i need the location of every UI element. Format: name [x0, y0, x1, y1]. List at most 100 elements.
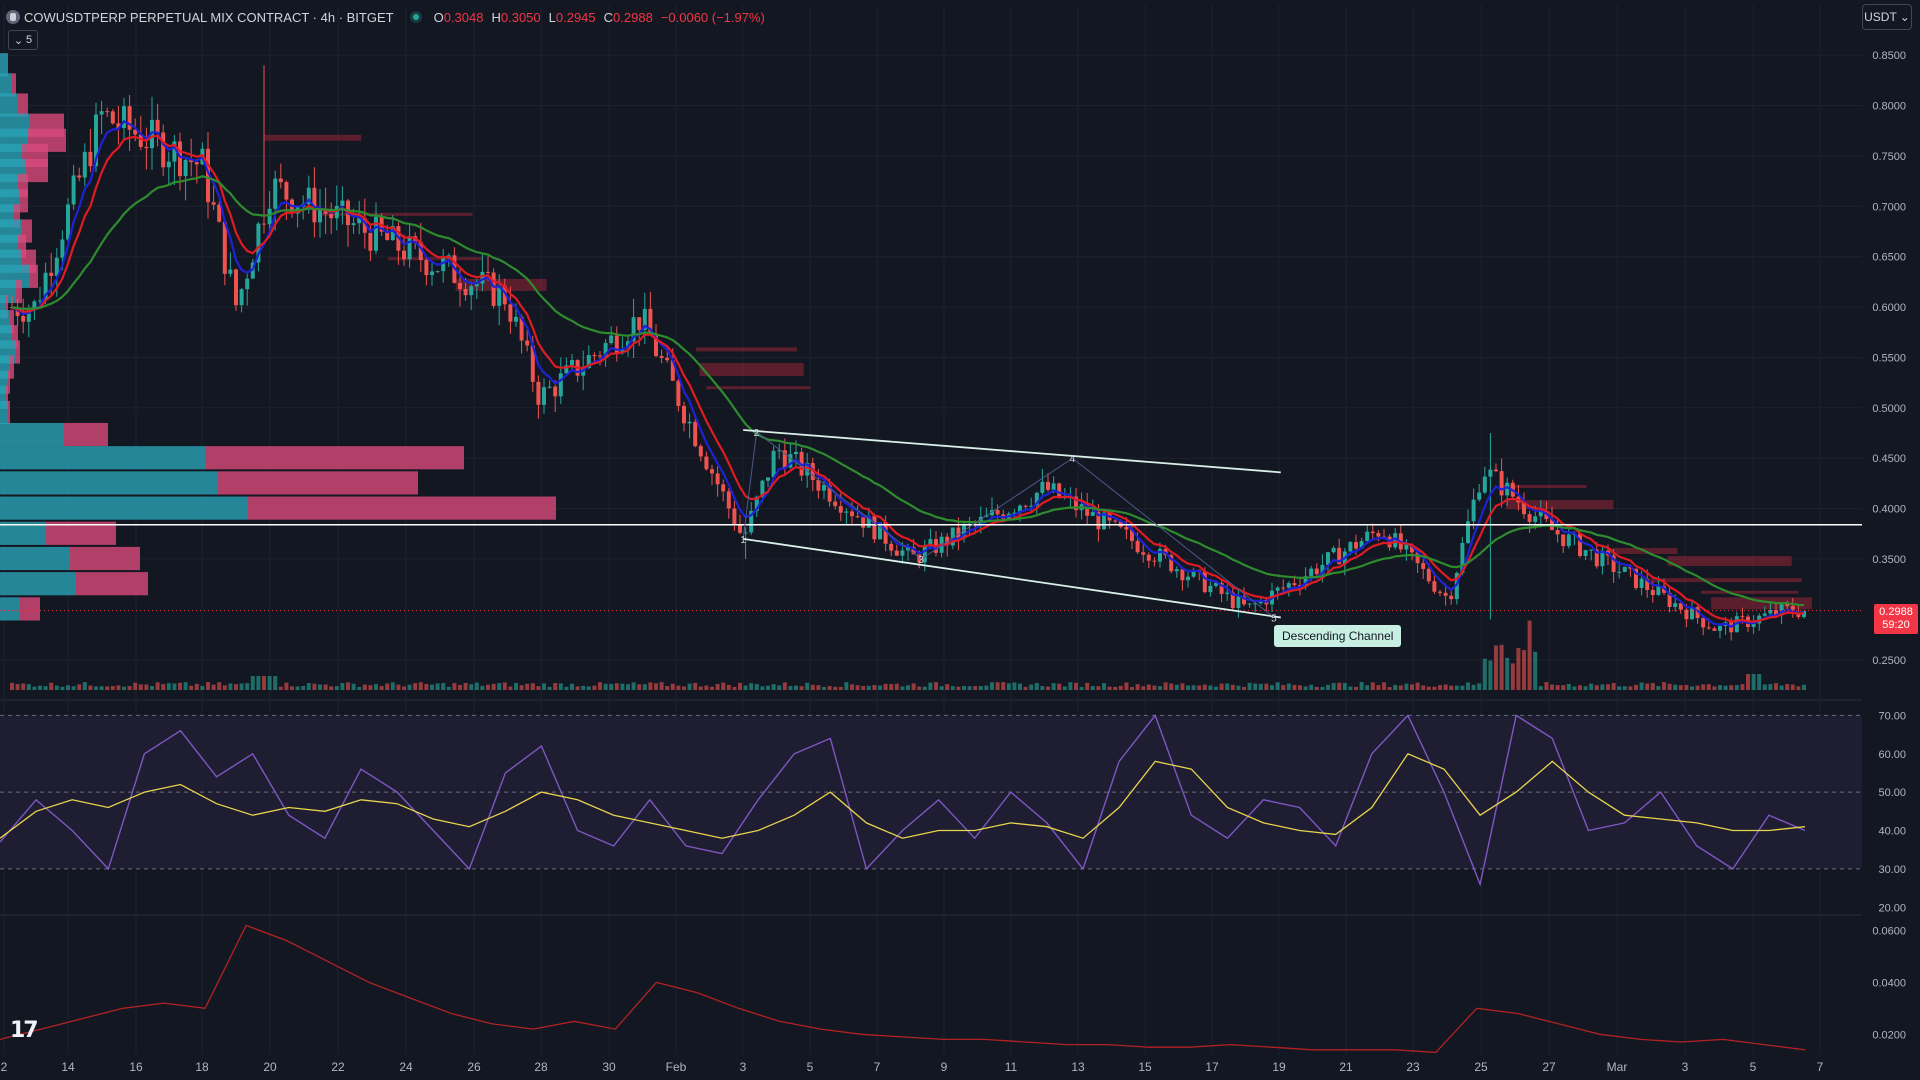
candle-body	[306, 187, 311, 205]
volume-bar	[1757, 674, 1762, 690]
symbol-title[interactable]: COWUSDTPERP PERPETUAL MIX CONTRACT · 4h …	[24, 9, 394, 25]
candle-body	[206, 148, 210, 203]
candle-body	[390, 226, 395, 241]
volume-bar	[1018, 683, 1022, 690]
volume-bar	[1169, 683, 1174, 690]
horizontal-level-line[interactable]	[0, 523, 1862, 612]
volume-bar	[49, 682, 54, 690]
price-axis: 0.8500 0.8000 0.7500 0.7000 0.6500 0.6000 0.55…	[1872, 50, 1906, 1041]
volume-bar	[306, 683, 311, 690]
volume-bar	[1264, 683, 1269, 690]
candle-body	[1085, 504, 1090, 516]
volume-bar	[698, 686, 703, 690]
volume-bar	[127, 686, 132, 690]
volume-bar	[799, 686, 804, 690]
time-tick-label: 7	[874, 1060, 881, 1074]
candle-body	[228, 269, 233, 274]
profile-bar-up	[0, 572, 76, 596]
candle-body	[217, 204, 222, 222]
indicator-tick-label: 0.0600	[1872, 926, 1906, 938]
candle-body	[318, 209, 322, 223]
volume-bar	[105, 686, 110, 690]
candle-body	[463, 289, 468, 296]
rsi-tick-label: 40.00	[1878, 826, 1906, 838]
volume-bar	[995, 682, 1000, 690]
candle-body	[133, 129, 138, 135]
candle-body	[234, 269, 238, 306]
volume-bar	[1746, 674, 1750, 690]
volume-bar	[771, 684, 776, 690]
candle-body	[827, 484, 832, 502]
volume-bar	[1079, 686, 1084, 690]
currency-select[interactable]: USDT ⌄	[1862, 4, 1912, 30]
candle-body	[564, 365, 569, 374]
volume-bar	[721, 682, 726, 690]
candle-body	[1359, 541, 1364, 549]
candle-body	[110, 111, 115, 124]
candle-body	[749, 510, 754, 533]
volume-bars	[10, 620, 1806, 690]
volume-bar	[872, 684, 877, 690]
volume-bar	[323, 684, 328, 690]
candle-body	[94, 114, 98, 167]
volume-bar	[340, 683, 345, 690]
rsi-tick-label: 30.00	[1878, 864, 1906, 876]
candle-body	[738, 525, 742, 533]
candle-body	[418, 241, 423, 261]
volume-bar	[1488, 660, 1493, 690]
volume-bar	[1622, 686, 1627, 690]
volume-bar	[1387, 686, 1392, 690]
volume-bar	[1337, 682, 1342, 690]
candle-body	[1594, 549, 1599, 567]
tradingview-logo-icon[interactable]: 17	[10, 1018, 39, 1043]
chevron-down-icon: ⌄	[1899, 10, 1910, 24]
volume-bar	[1342, 682, 1347, 690]
volume-bar	[357, 686, 362, 690]
profile-bar-down	[64, 422, 108, 447]
candle-body	[323, 209, 328, 214]
candle-body	[1650, 589, 1655, 595]
ohlc-low: L0.2945	[548, 9, 596, 25]
volume-bar	[256, 676, 261, 690]
currency-label: USDT	[1864, 10, 1897, 24]
volume-bar	[581, 685, 586, 690]
volume-bar	[458, 684, 462, 690]
volume-bar	[54, 685, 59, 690]
candle-body	[1522, 502, 1526, 515]
candle-body	[402, 250, 406, 260]
volume-bar	[928, 682, 933, 690]
profile-bar-down	[8, 400, 10, 424]
volume-bar	[407, 684, 412, 690]
volume-bar	[1146, 684, 1151, 690]
profile-bar-down	[26, 158, 48, 183]
profile-bar-down	[10, 355, 14, 379]
candle-body	[127, 106, 132, 130]
volume-bar	[1454, 685, 1459, 690]
volume-bar	[1085, 682, 1090, 690]
candle-body	[1460, 542, 1465, 574]
candle-body	[1074, 496, 1078, 511]
candle-body	[1023, 505, 1028, 507]
candle-body	[1158, 548, 1162, 562]
volume-bar	[682, 686, 686, 690]
candle-body	[1454, 573, 1459, 600]
candle-body	[211, 202, 216, 205]
descending-channel-drawing[interactable]: 1 2 3 4 5	[740, 428, 1281, 624]
volume-bar	[1398, 685, 1403, 690]
bar-countdown: 59:20	[1882, 619, 1910, 631]
profile-bar-down	[6, 385, 8, 409]
candle-body	[1275, 587, 1280, 591]
candle-body	[1494, 469, 1498, 472]
candle-body	[116, 123, 121, 128]
volume-bar	[1538, 686, 1543, 690]
volume-bar	[956, 686, 961, 690]
time-tick-label: 9	[941, 1060, 948, 1074]
channel-label[interactable]: Descending Channel	[1274, 625, 1402, 647]
volume-bar	[94, 686, 98, 690]
ema-mid-line	[11, 134, 1805, 623]
indicators-collapse-button[interactable]: ⌄ 5	[8, 30, 38, 50]
candle-body	[1370, 531, 1375, 534]
candle-body	[838, 506, 843, 513]
volume-bar	[1359, 682, 1364, 690]
